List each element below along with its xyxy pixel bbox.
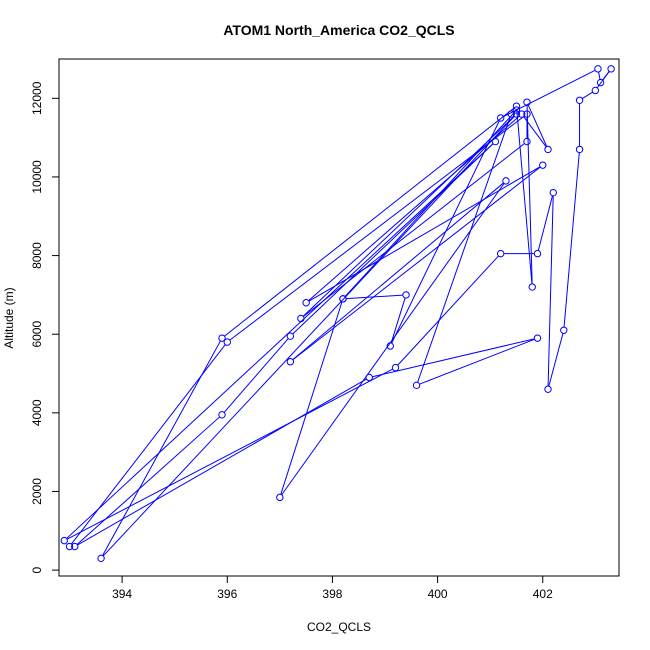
data-point — [560, 326, 568, 334]
x-tick-label: 394 — [112, 587, 132, 601]
data-point — [391, 363, 400, 372]
data-point — [491, 137, 500, 146]
data-point — [218, 334, 226, 342]
series-segment — [224, 107, 515, 337]
data-point — [523, 98, 531, 106]
series-segment — [372, 338, 535, 378]
series-segment — [516, 109, 533, 284]
series-segment — [302, 115, 515, 317]
data-point — [539, 161, 547, 169]
data-point — [365, 373, 373, 382]
data-point — [71, 542, 79, 551]
data-point — [339, 295, 347, 303]
data-point — [65, 542, 74, 551]
data-point — [512, 110, 521, 118]
data-point — [302, 299, 310, 307]
series-segment — [537, 195, 553, 251]
data-point — [496, 114, 505, 122]
data-point — [533, 249, 542, 258]
y-tick-label: 10000 — [30, 160, 44, 194]
data-point — [523, 137, 531, 146]
y-tick-label: 6000 — [30, 321, 44, 348]
data-point — [607, 65, 615, 73]
x-axis: 394 396 398 400 402 — [112, 576, 553, 601]
series-segment — [76, 416, 220, 545]
data-point — [496, 249, 505, 258]
y-tick-label: 8000 — [30, 242, 44, 269]
data-point — [286, 332, 295, 340]
series-segment — [346, 294, 403, 300]
series-layer — [60, 65, 615, 563]
series-segment — [598, 71, 601, 80]
series-segment — [303, 143, 525, 317]
data-point — [412, 381, 421, 390]
x-tick-label: 398 — [322, 587, 342, 601]
series-segment — [308, 166, 541, 302]
series-segment — [292, 143, 494, 335]
series-segment — [417, 116, 511, 383]
data-point — [386, 342, 394, 350]
data-point — [297, 314, 305, 323]
data-point — [507, 110, 515, 118]
data-point — [544, 145, 552, 154]
x-tick-label: 396 — [217, 587, 237, 601]
series-segment — [523, 116, 547, 148]
series-segment — [66, 368, 393, 540]
data-point — [528, 283, 536, 291]
series-segment — [548, 333, 564, 387]
data-point — [97, 554, 105, 563]
series-segment — [102, 340, 221, 556]
data-point — [523, 110, 531, 118]
data-point — [402, 291, 410, 299]
y-axis: 0 2000 4000 6000 8000 10000 12000 — [30, 81, 59, 573]
x-tick-label: 400 — [428, 587, 448, 601]
series-segment — [391, 120, 500, 344]
data-point — [286, 358, 295, 366]
x-tick-label: 402 — [533, 587, 553, 601]
series-segment — [308, 115, 520, 302]
series-segment — [547, 195, 554, 387]
chart-title: ATOM1 North_America CO2_QCLS — [223, 22, 454, 38]
series-segment — [582, 91, 593, 100]
data-point — [218, 411, 226, 419]
series-segment — [292, 182, 504, 361]
y-axis-label: Altitude (m) — [2, 287, 16, 348]
data-point — [223, 338, 231, 346]
data-point — [512, 102, 521, 110]
data-point — [518, 110, 526, 118]
series-segment — [66, 143, 494, 539]
data-point — [276, 493, 284, 502]
plot-frame — [58, 58, 620, 577]
series-segment — [102, 116, 515, 557]
series-segment — [223, 338, 289, 413]
series-segment — [602, 71, 610, 81]
y-tick-label: 12000 — [30, 81, 44, 115]
series-segment — [390, 297, 406, 344]
y-tick-label: 0 — [30, 566, 44, 573]
series-segment — [527, 104, 548, 147]
data-point — [575, 96, 584, 104]
data-point — [533, 334, 542, 342]
data-point — [575, 145, 584, 154]
series-segment — [419, 338, 535, 385]
y-tick-label: 2000 — [30, 478, 44, 505]
data-point — [544, 385, 552, 393]
series-segment — [563, 152, 580, 328]
data-point — [591, 86, 600, 95]
x-axis-label: CO2_QCLS — [307, 620, 371, 634]
series-segment — [77, 378, 367, 546]
data-point — [512, 106, 521, 114]
series-segment — [280, 301, 343, 495]
data-point — [549, 188, 557, 197]
series-segment — [397, 255, 499, 366]
data-point — [60, 536, 68, 545]
data-point — [594, 65, 602, 73]
data-point — [502, 177, 510, 185]
y-tick-label: 4000 — [30, 399, 44, 426]
data-point — [596, 78, 605, 87]
